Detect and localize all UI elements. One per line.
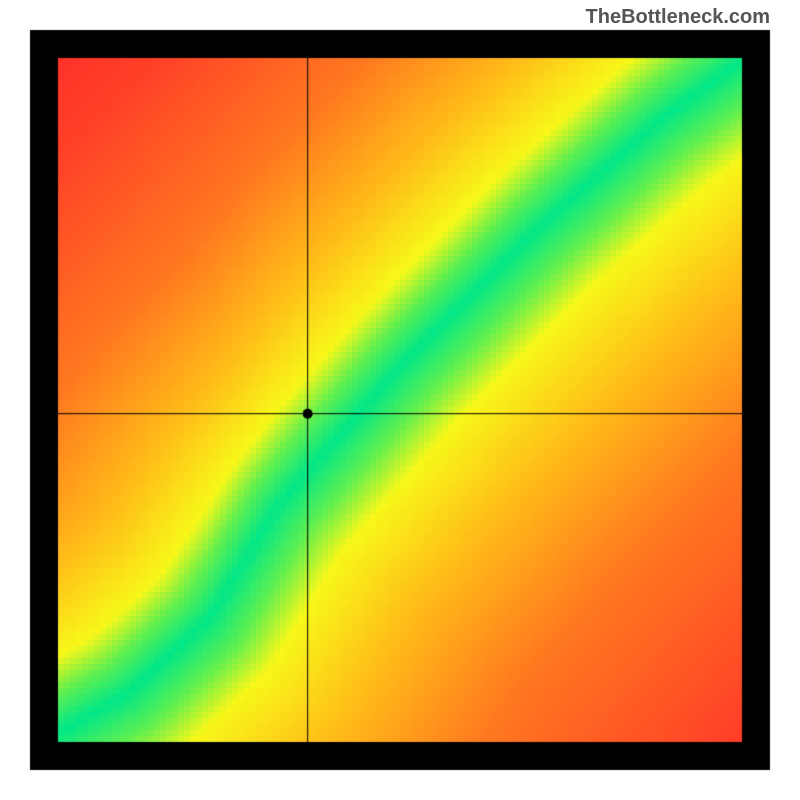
heatmap-canvas [0,0,800,800]
chart-container: TheBottleneck.com [0,0,800,800]
watermark-text: TheBottleneck.com [586,6,770,29]
